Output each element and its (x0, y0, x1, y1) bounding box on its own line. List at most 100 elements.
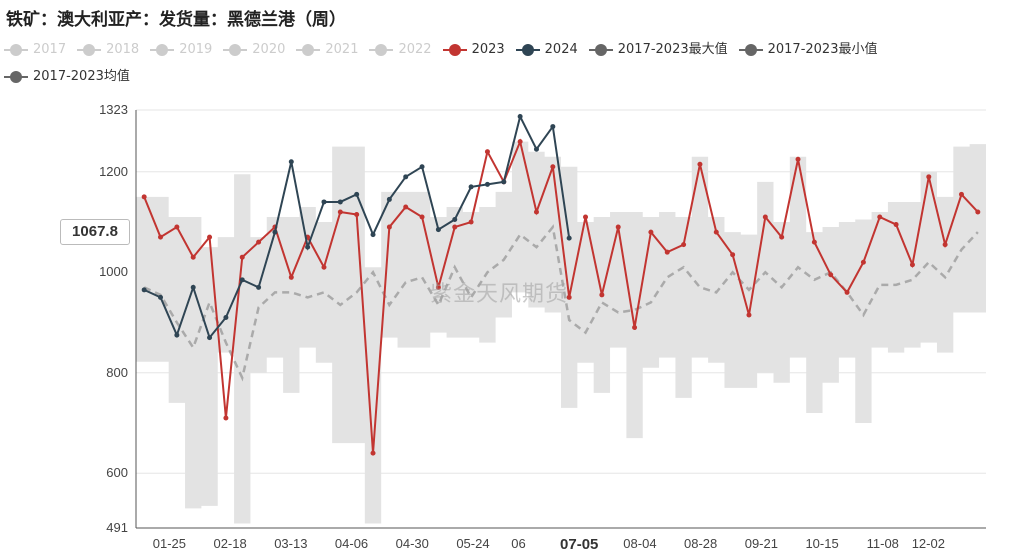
crosshair-value-label: 1067.8 (60, 219, 130, 245)
data-point-2023 (958, 191, 964, 197)
legend-item-2020[interactable]: 2020 (223, 36, 285, 63)
legend-item-2017-2023均值[interactable]: 2017-2023均值 (4, 63, 130, 90)
data-point-2024 (403, 174, 409, 180)
legend-label: 2020 (252, 42, 286, 57)
data-point-2023 (174, 224, 180, 230)
data-point-2024 (419, 164, 425, 170)
data-point-2023 (681, 242, 687, 248)
legend-item-2017-2023最小值[interactable]: 2017-2023最小值 (738, 36, 878, 63)
legend-line-icon (369, 43, 394, 56)
legend-line-icon (223, 43, 248, 56)
legend-label: 2019 (179, 42, 213, 57)
legend-line-icon (442, 43, 467, 56)
data-point-2023 (746, 312, 752, 318)
y-tick-label: 1200 (99, 163, 128, 179)
data-point-2024 (566, 235, 572, 241)
legend-item-2023[interactable]: 2023 (442, 36, 505, 63)
data-point-2024 (288, 159, 294, 165)
data-point-2024 (370, 232, 376, 238)
legend-item-2018[interactable]: 2018 (77, 36, 139, 63)
legend: 2017 2018 2019 2020 2021 2022 2023 2024 (4, 36, 1020, 90)
data-point-2024 (386, 196, 392, 202)
legend-label: 2017-2023最大值 (617, 42, 728, 57)
legend-label: 2023 (471, 42, 505, 57)
data-point-2023 (223, 415, 229, 421)
data-point-2024 (452, 217, 458, 223)
series-line-mean (143, 224, 979, 382)
legend-line-icon (515, 43, 540, 56)
chart-title: 铁矿：澳大利亚产：发货量：黑德兰港（周） (6, 10, 346, 30)
legend-label: 2018 (106, 42, 140, 57)
legend-label: 2021 (325, 42, 359, 57)
legend-label: 2017-2023最小值 (767, 42, 878, 57)
watermark: 紫金天风期货 (430, 282, 569, 307)
data-point-2023 (599, 292, 605, 298)
data-point-2023 (811, 239, 817, 245)
data-point-2023 (452, 224, 458, 230)
data-point-2024 (321, 199, 327, 205)
data-point-2023 (697, 161, 703, 167)
data-point-2023 (730, 252, 736, 258)
legend-line-icon (296, 43, 321, 56)
data-point-2023 (632, 325, 638, 331)
legend-item-2022[interactable]: 2022 (369, 36, 432, 63)
data-point-2024 (223, 314, 229, 320)
legend-label: 2024 (544, 42, 578, 57)
data-point-2023 (828, 272, 834, 278)
data-point-2023 (942, 242, 948, 248)
data-point-2023 (762, 214, 768, 220)
data-point-2023 (419, 214, 425, 220)
y-tick-label: 600 (106, 465, 128, 481)
data-point-2024 (501, 179, 507, 185)
legend-line-icon (77, 43, 102, 56)
data-point-2024 (468, 184, 474, 190)
data-point-2024 (207, 335, 213, 341)
data-point-2023 (664, 249, 670, 255)
x-tick-label: 08-04 (623, 536, 657, 551)
legend-item-2017-2023最大值[interactable]: 2017-2023最大值 (588, 36, 728, 63)
data-point-2024 (256, 284, 262, 290)
data-point-2023 (975, 209, 981, 215)
legend-label: 2017 (33, 42, 67, 57)
legend-item-2021[interactable]: 2021 (296, 36, 358, 63)
legend-item-2024[interactable]: 2024 (515, 36, 578, 63)
data-point-2023 (533, 209, 539, 215)
x-tick-label: 08-28 (684, 536, 718, 551)
data-point-2023 (354, 212, 360, 217)
y-tick-label: 491 (106, 520, 128, 535)
data-point-2023 (860, 259, 866, 265)
legend-item-2019[interactable]: 2019 (150, 36, 212, 63)
data-point-2023 (795, 156, 801, 162)
data-point-2023 (583, 214, 589, 220)
x-tick-label: 01-25 (152, 536, 187, 551)
data-point-2024 (354, 191, 360, 197)
data-point-2023 (435, 284, 441, 290)
data-point-2024 (190, 284, 196, 290)
x-tick-label: 06 (511, 536, 526, 551)
data-point-2023 (615, 224, 621, 230)
data-point-2024 (239, 277, 245, 283)
data-point-2023 (158, 234, 164, 240)
data-point-2023 (370, 450, 376, 456)
data-point-2024 (158, 294, 164, 300)
legend-item-2017[interactable]: 2017 (4, 36, 66, 63)
data-point-2023 (288, 274, 294, 280)
data-point-2023 (517, 139, 523, 145)
data-point-2024 (174, 332, 180, 338)
series-line-2023 (143, 138, 979, 454)
data-point-2023 (484, 149, 490, 155)
data-point-2023 (337, 209, 343, 215)
data-point-2023 (926, 174, 932, 180)
x-tick-label: 03-13 (274, 536, 308, 551)
data-point-2023 (779, 234, 785, 240)
data-point-2023 (403, 204, 409, 210)
data-point-2024 (533, 146, 539, 152)
data-point-2023 (321, 264, 327, 270)
data-point-2024 (517, 114, 523, 120)
x-tick-label: 10-15 (805, 536, 839, 551)
data-point-2024 (337, 199, 343, 205)
data-point-2023 (141, 194, 147, 200)
data-point-2024 (550, 124, 556, 130)
x-tick-label: 09-21 (744, 536, 778, 551)
data-point-2023 (239, 254, 245, 260)
